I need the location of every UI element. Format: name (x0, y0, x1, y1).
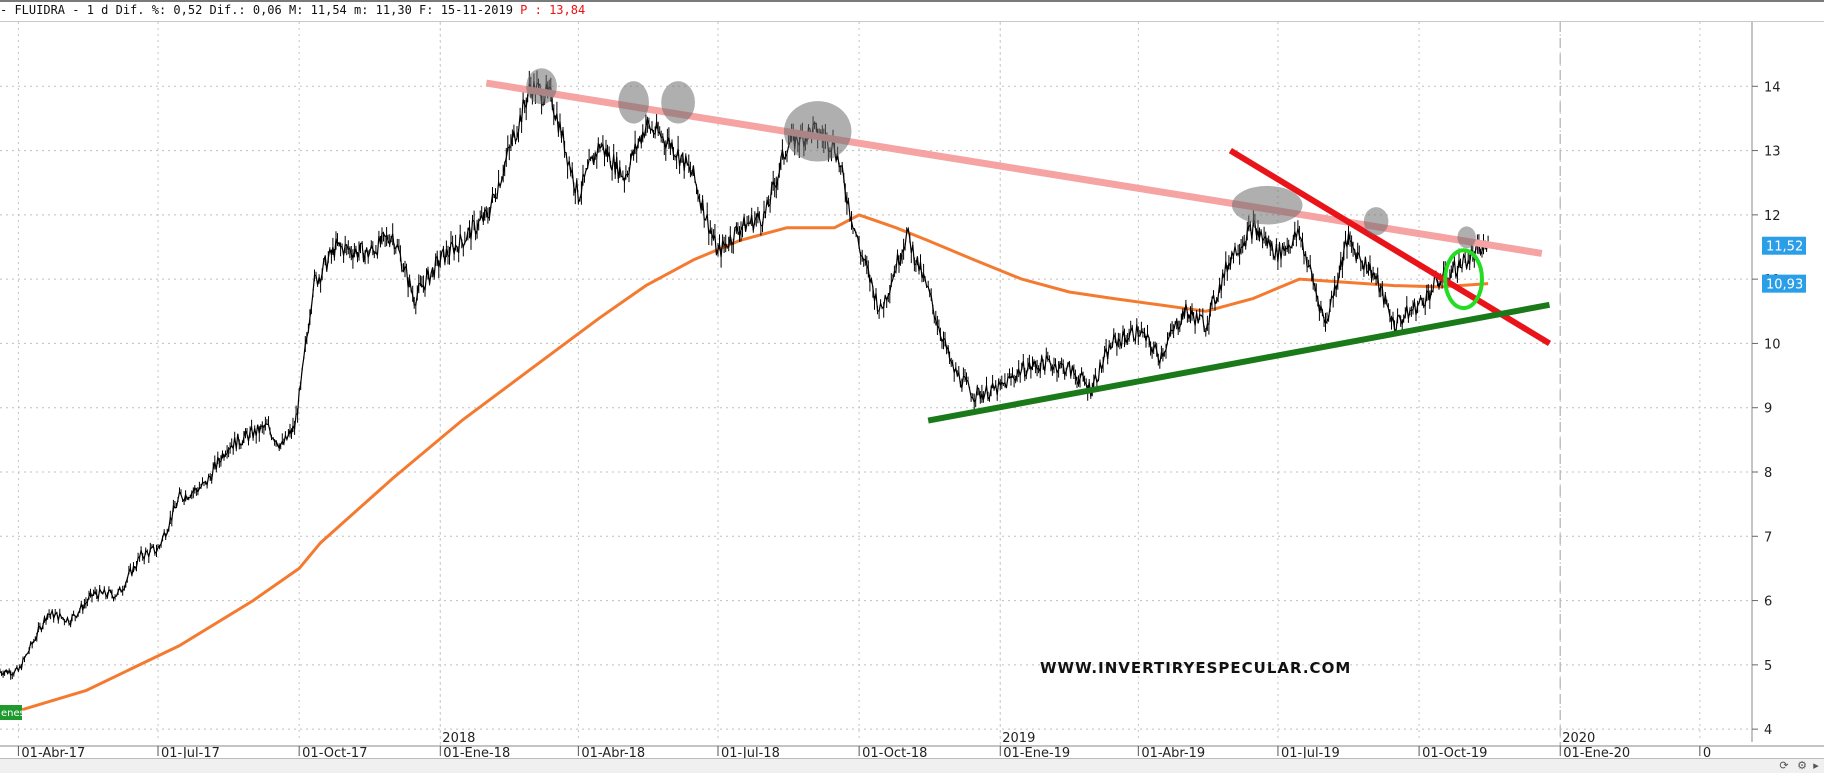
gray-highlight-ellipse (618, 81, 649, 124)
last-price-label-bg (1762, 236, 1806, 255)
y-tick-label: 5 (1764, 659, 1772, 674)
x-tick-label: 01-Abr-19 (1141, 746, 1205, 758)
y-tick-label: 14 (1764, 80, 1781, 95)
x-tick-label: 01-Oct-19 (1422, 746, 1487, 758)
status-bar: ⟳ ⚙ ▸ (0, 758, 1824, 773)
y-tick-label: 9 (1764, 402, 1772, 417)
support-trendline (927, 301, 1551, 424)
year-label: 2018 (442, 731, 475, 746)
settings-icon[interactable]: ⚙ (1797, 759, 1807, 772)
x-tick-label: 01-Ene-19 (1003, 746, 1070, 758)
gridlines (0, 22, 1752, 746)
watermark: WWW.INVERTIRYESPECULAR.COM (1040, 659, 1351, 677)
header-text: - FLUIDRA - 1 d Dif. %: 0,52 Dif.: 0,06 … (0, 3, 521, 17)
x-tick-label: 0 (1703, 746, 1711, 758)
window-edge (0, 0, 1824, 2)
x-tick-label: 01-Ene-20 (1563, 746, 1630, 758)
highlight-marks (526, 68, 1484, 311)
x-tick-label: 01-Oct-18 (862, 746, 927, 758)
refresh-icon[interactable]: ⟳ (1779, 759, 1789, 772)
legend-tag: enes (1, 708, 25, 719)
green-highlight-ellipse (1443, 248, 1484, 311)
price-line (0, 80, 1489, 676)
y-tick-label: 10 (1764, 337, 1781, 352)
x-tick-label: 01-Abr-17 (21, 746, 85, 758)
last-price-label: 11,52 (1766, 240, 1803, 255)
price-series (0, 70, 1489, 680)
price-range-bars (0, 70, 1489, 680)
gray-highlight-ellipse (526, 68, 557, 105)
ma-price-label-bg (1762, 274, 1806, 293)
downtrend-trendline (1228, 148, 1552, 346)
x-tick-label: 01-Jul-18 (721, 746, 780, 758)
gray-highlight-ellipse (1363, 207, 1389, 236)
y-tick-label: 7 (1764, 530, 1772, 545)
axes: 456789101112131401-Abr-1701-Jul-1701-Oct… (0, 22, 1824, 758)
gray-highlight-ellipse (661, 81, 695, 124)
gray-highlight-ellipse (1231, 185, 1303, 225)
header-price: P : 13,84 (520, 3, 586, 17)
moving-average-series (0, 213, 1489, 718)
moving-average-line (0, 213, 1489, 718)
chart-labels: 11,52 10,93 enes WWW.INVERTIRYESPECULAR.COM (0, 236, 1806, 720)
x-tick-label: 01-Abr-18 (581, 746, 645, 758)
legend-tag-bg (0, 705, 22, 720)
y-tick-label: 4 (1764, 723, 1772, 738)
y-tick-label: 12 (1764, 209, 1781, 224)
year-label: 2019 (1002, 731, 1035, 746)
x-tick-label: 01-Jul-17 (161, 746, 220, 758)
y-tick-label: 8 (1764, 466, 1772, 481)
x-tick-label: 01-Ene-18 (443, 746, 510, 758)
x-tick-label: 01-Jul-19 (1281, 746, 1340, 758)
gray-highlight-ellipse (1457, 226, 1476, 249)
scroll-right-icon[interactable]: ▸ (1813, 759, 1819, 772)
y-tick-label: 13 (1764, 145, 1781, 160)
chart-header: - FLUIDRA - 1 d Dif. %: 0,52 Dif.: 0,06 … (0, 0, 1824, 22)
gray-highlight-ellipse (783, 101, 852, 162)
x-tick-label: 01-Oct-17 (302, 746, 367, 758)
ma-price-label: 10,93 (1766, 278, 1803, 293)
year-label: 2020 (1562, 731, 1595, 746)
y-tick-label: 6 (1764, 595, 1772, 610)
